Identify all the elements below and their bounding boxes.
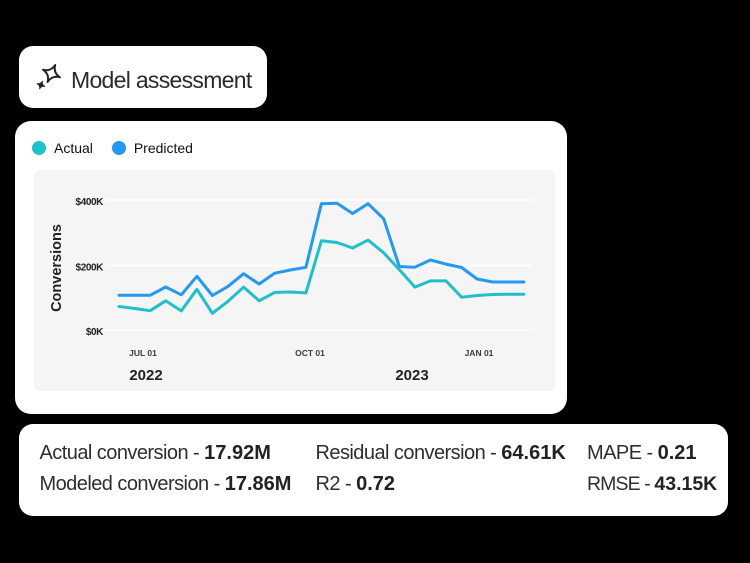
svg-text:JUL 01: JUL 01	[129, 348, 157, 358]
svg-text:2022: 2022	[129, 367, 162, 384]
svg-text:Conversions: Conversions	[49, 224, 65, 312]
svg-text:JAN 01: JAN 01	[465, 348, 494, 358]
svg-text:$200K: $200K	[76, 263, 105, 274]
svg-text:$0K: $0K	[86, 327, 104, 338]
svg-text:OCT 01: OCT 01	[295, 348, 325, 358]
svg-text:$400K: $400K	[76, 197, 105, 208]
svg-text:2023: 2023	[395, 367, 428, 384]
